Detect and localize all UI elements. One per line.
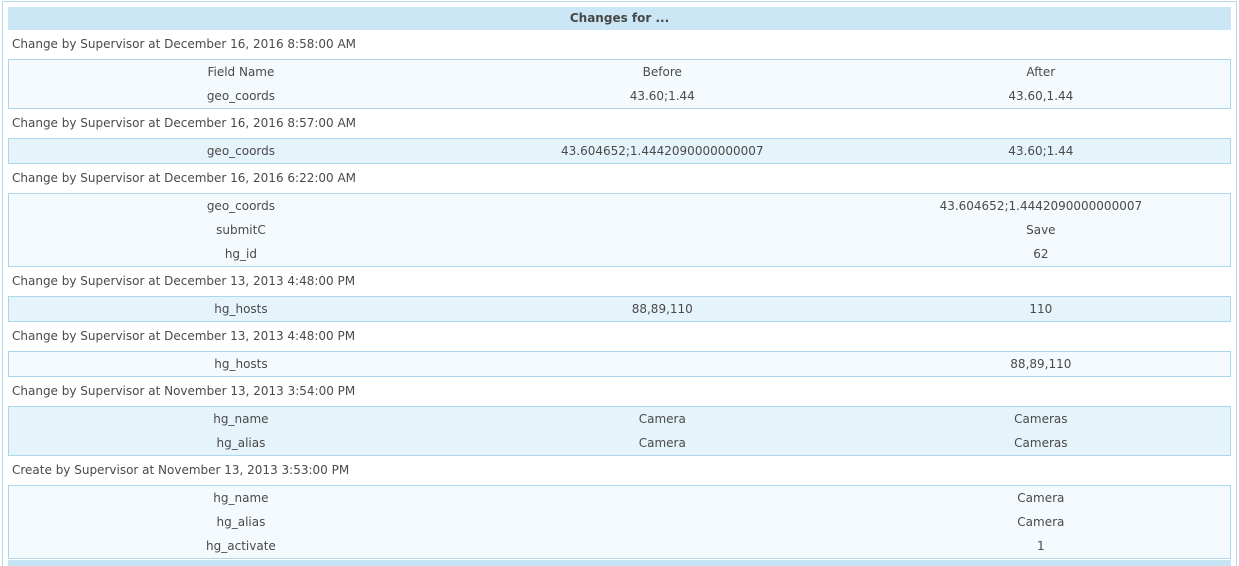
field-name-cell: hg_name — [213, 412, 269, 426]
change-entry: Change by Supervisor at December 13, 201… — [8, 267, 1231, 322]
change-row: geo_coords 43.604652;1.4442090000000007 — [9, 194, 1231, 219]
field-name-cell: geo_coords — [206, 89, 276, 103]
column-header-row: Field Name Before After — [9, 60, 1231, 85]
field-name-cell: hg_alias — [216, 515, 266, 529]
change-row: geo_coords 43.604652;1.4442090000000007 … — [9, 139, 1231, 164]
entry-heading: Change by Supervisor at December 13, 201… — [8, 267, 1231, 296]
panel-title: Changes for ... — [8, 7, 1231, 30]
after-cell: 43.604652;1.4442090000000007 — [939, 199, 1143, 213]
next-panel-header-strip — [8, 560, 1231, 566]
change-entry: Create by Supervisor at November 13, 201… — [8, 456, 1231, 559]
change-row: hg_alias Camera — [9, 510, 1231, 534]
entry-table: Field Name Before After geo_coords 43.60… — [8, 59, 1231, 109]
column-header-before: Before — [642, 65, 682, 79]
after-cell: Cameras — [1014, 412, 1068, 426]
before-cell: 43.604652;1.4442090000000007 — [560, 144, 764, 158]
entry-table: hg_name Camera hg_alias Camera hg_activa… — [8, 485, 1231, 559]
entry-heading: Change by Supervisor at December 16, 201… — [8, 164, 1231, 193]
column-header-after: After — [1026, 65, 1056, 79]
field-name-cell: hg_alias — [216, 436, 266, 450]
field-name-cell: submitC — [216, 223, 266, 237]
field-name-cell: hg_hosts — [214, 302, 268, 316]
before-cell — [473, 534, 852, 559]
change-entry: Change by Supervisor at December 16, 201… — [8, 109, 1231, 164]
field-name-cell: hg_activate — [206, 539, 276, 553]
after-cell: 88,89,110 — [1010, 357, 1072, 371]
after-cell: 62 — [1033, 247, 1049, 261]
after-cell: Camera — [1017, 491, 1065, 505]
entry-table: geo_coords 43.604652;1.4442090000000007 … — [8, 193, 1231, 267]
before-cell: Camera — [638, 412, 686, 426]
after-cell: 43.60,1.44 — [1008, 89, 1074, 103]
before-cell — [473, 352, 852, 377]
change-row: geo_coords 43.60;1.44 43.60,1.44 — [9, 84, 1231, 109]
change-entry: Change by Supervisor at December 13, 201… — [8, 322, 1231, 377]
entry-heading: Change by Supervisor at November 13, 201… — [8, 377, 1231, 406]
change-row: hg_activate 1 — [9, 534, 1231, 559]
before-cell — [473, 486, 852, 511]
change-entry: Change by Supervisor at December 16, 201… — [8, 30, 1231, 109]
field-name-cell: hg_name — [213, 491, 269, 505]
entry-heading: Create by Supervisor at November 13, 201… — [8, 456, 1231, 485]
entry-table: hg_hosts 88,89,110 110 — [8, 296, 1231, 322]
change-row: hg_name Camera Cameras — [9, 407, 1231, 432]
field-name-cell: hg_id — [224, 247, 258, 261]
before-cell — [473, 510, 852, 534]
before-cell: 88,89,110 — [631, 302, 693, 316]
entry-heading: Change by Supervisor at December 16, 201… — [8, 30, 1231, 59]
entry-heading: Change by Supervisor at December 13, 201… — [8, 322, 1231, 351]
column-header-field-name: Field Name — [207, 65, 275, 79]
change-row: hg_alias Camera Cameras — [9, 431, 1231, 456]
change-entries-list: Change by Supervisor at December 16, 201… — [8, 30, 1231, 559]
change-entry: Change by Supervisor at December 16, 201… — [8, 164, 1231, 267]
before-cell — [473, 218, 852, 242]
change-row: hg_hosts 88,89,110 — [9, 352, 1231, 377]
after-cell: Save — [1026, 223, 1056, 237]
entry-table: geo_coords 43.604652;1.4442090000000007 … — [8, 138, 1231, 164]
field-name-cell: geo_coords — [206, 199, 276, 213]
change-entry: Change by Supervisor at November 13, 201… — [8, 377, 1231, 456]
before-cell — [473, 194, 852, 219]
after-cell: Camera — [1017, 515, 1065, 529]
after-cell: 110 — [1029, 302, 1053, 316]
change-row: hg_id 62 — [9, 242, 1231, 267]
entry-table: hg_hosts 88,89,110 — [8, 351, 1231, 377]
change-row: hg_name Camera — [9, 486, 1231, 511]
entry-table: hg_name Camera Cameras hg_alias Camera C… — [8, 406, 1231, 456]
before-cell: Camera — [638, 436, 686, 450]
entry-heading: Change by Supervisor at December 16, 201… — [8, 109, 1231, 138]
change-row: submitC Save — [9, 218, 1231, 242]
change-row: hg_hosts 88,89,110 110 — [9, 297, 1231, 322]
after-cell: 1 — [1037, 539, 1045, 553]
after-cell: 43.60;1.44 — [1008, 144, 1074, 158]
after-cell: Cameras — [1014, 436, 1068, 450]
before-cell: 43.60;1.44 — [629, 89, 695, 103]
field-name-cell: geo_coords — [206, 144, 276, 158]
field-name-cell: hg_hosts — [214, 357, 268, 371]
before-cell — [473, 242, 852, 267]
